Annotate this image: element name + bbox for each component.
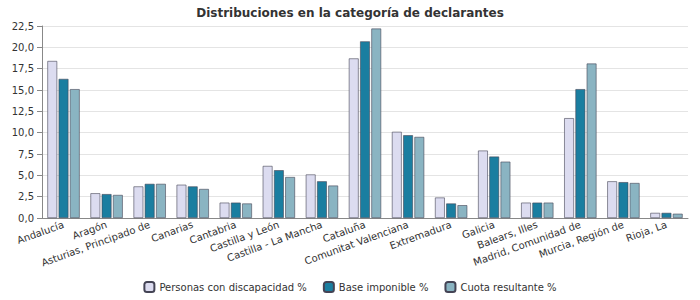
- svg-text:0,0: 0,0: [18, 213, 34, 224]
- svg-text:15,0: 15,0: [12, 85, 34, 96]
- svg-text:10,0: 10,0: [12, 127, 34, 138]
- svg-text:Personas con discapacidad %: Personas con discapacidad %: [159, 282, 306, 293]
- svg-text:Castilla - La Mancha: Castilla - La Mancha: [225, 218, 324, 264]
- svg-text:Cuota resultante %: Cuota resultante %: [460, 282, 556, 293]
- svg-text:Castilla y León: Castilla y León: [208, 218, 281, 255]
- svg-text:Cataluña: Cataluña: [321, 218, 367, 245]
- svg-text:Rioja, La: Rioja, La: [624, 219, 668, 244]
- svg-text:Murcia, Región de: Murcia, Región de: [537, 219, 625, 260]
- svg-text:Canarias: Canarias: [150, 219, 195, 244]
- svg-text:Distribuciones en la categoría: Distribuciones en la categoría de declar…: [196, 6, 504, 20]
- svg-text:12,5: 12,5: [12, 106, 34, 117]
- svg-text:17,5: 17,5: [12, 63, 34, 74]
- svg-text:22,5: 22,5: [12, 21, 34, 32]
- svg-text:Asturias, Principado de: Asturias, Principado de: [40, 219, 152, 269]
- svg-text:Madrid, Comunidad de: Madrid, Comunidad de: [471, 218, 583, 268]
- svg-text:7,5: 7,5: [18, 149, 34, 160]
- svg-text:Cantabria: Cantabria: [188, 218, 238, 246]
- svg-text:Extremadura: Extremadura: [388, 219, 453, 252]
- svg-text:Base imponible %: Base imponible %: [339, 282, 429, 293]
- svg-text:Andalucía: Andalucía: [15, 219, 65, 246]
- svg-text:5,0: 5,0: [18, 170, 34, 181]
- svg-text:Balears, Illes: Balears, Illes: [475, 218, 540, 251]
- svg-text:20,0: 20,0: [12, 42, 34, 53]
- svg-text:Galicia: Galicia: [460, 218, 497, 241]
- svg-text:Aragón: Aragón: [71, 218, 109, 242]
- svg-text:2,5: 2,5: [18, 191, 34, 202]
- svg-text:Comunitat Valenciana: Comunitat Valenciana: [303, 218, 410, 267]
